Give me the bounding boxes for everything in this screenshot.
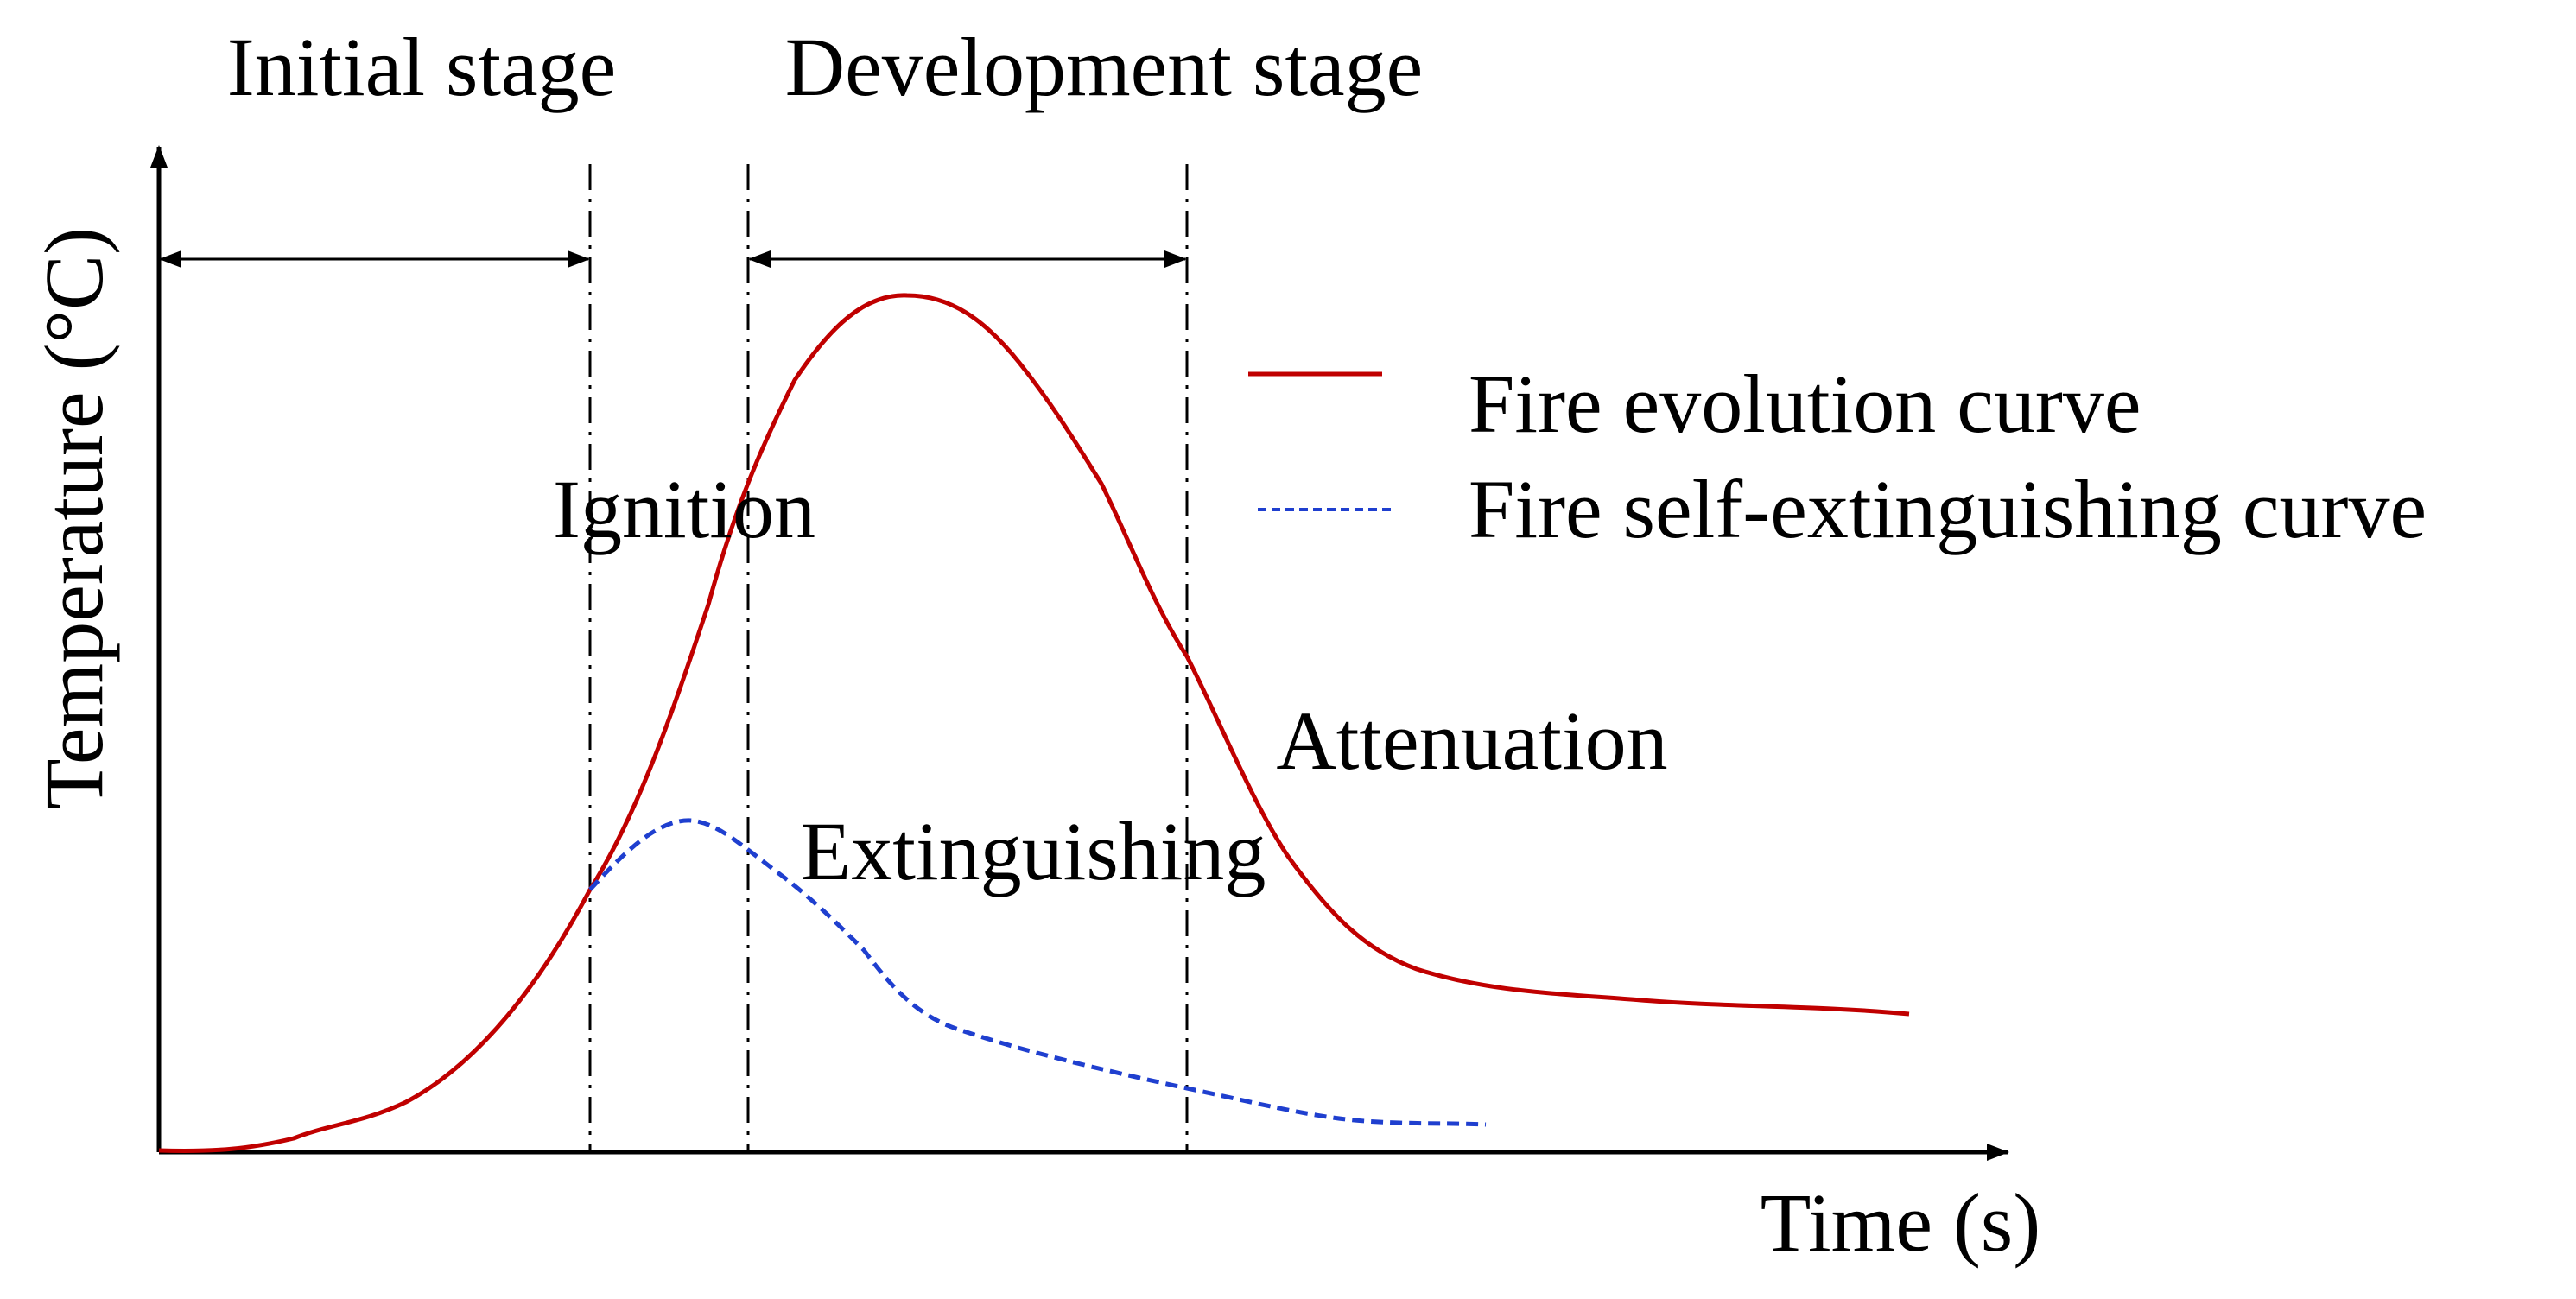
fire-evolution-curve [158,293,1910,1153]
legend-label-self-extinguishing: Fire self-extinguishing curve [1469,463,2427,555]
initial-stage-label: Initial stage [227,21,617,113]
extinguishing-label: Extinguishing [801,805,1266,897]
fire-self-extinguishing-curve [588,818,1487,1127]
legend-label-fire-evolution: Fire evolution curve [1469,358,2141,450]
ignition-label: Ignition [553,463,815,555]
development-stage-label: Development stage [785,21,1423,113]
y-axis-label: Temperature (°C) [28,227,120,809]
legend: Fire evolution curve Fire self-extinguis… [1248,358,2427,555]
x-axis-label: Time (s) [1761,1176,2041,1269]
attenuation-label: Attenuation [1276,694,1667,787]
